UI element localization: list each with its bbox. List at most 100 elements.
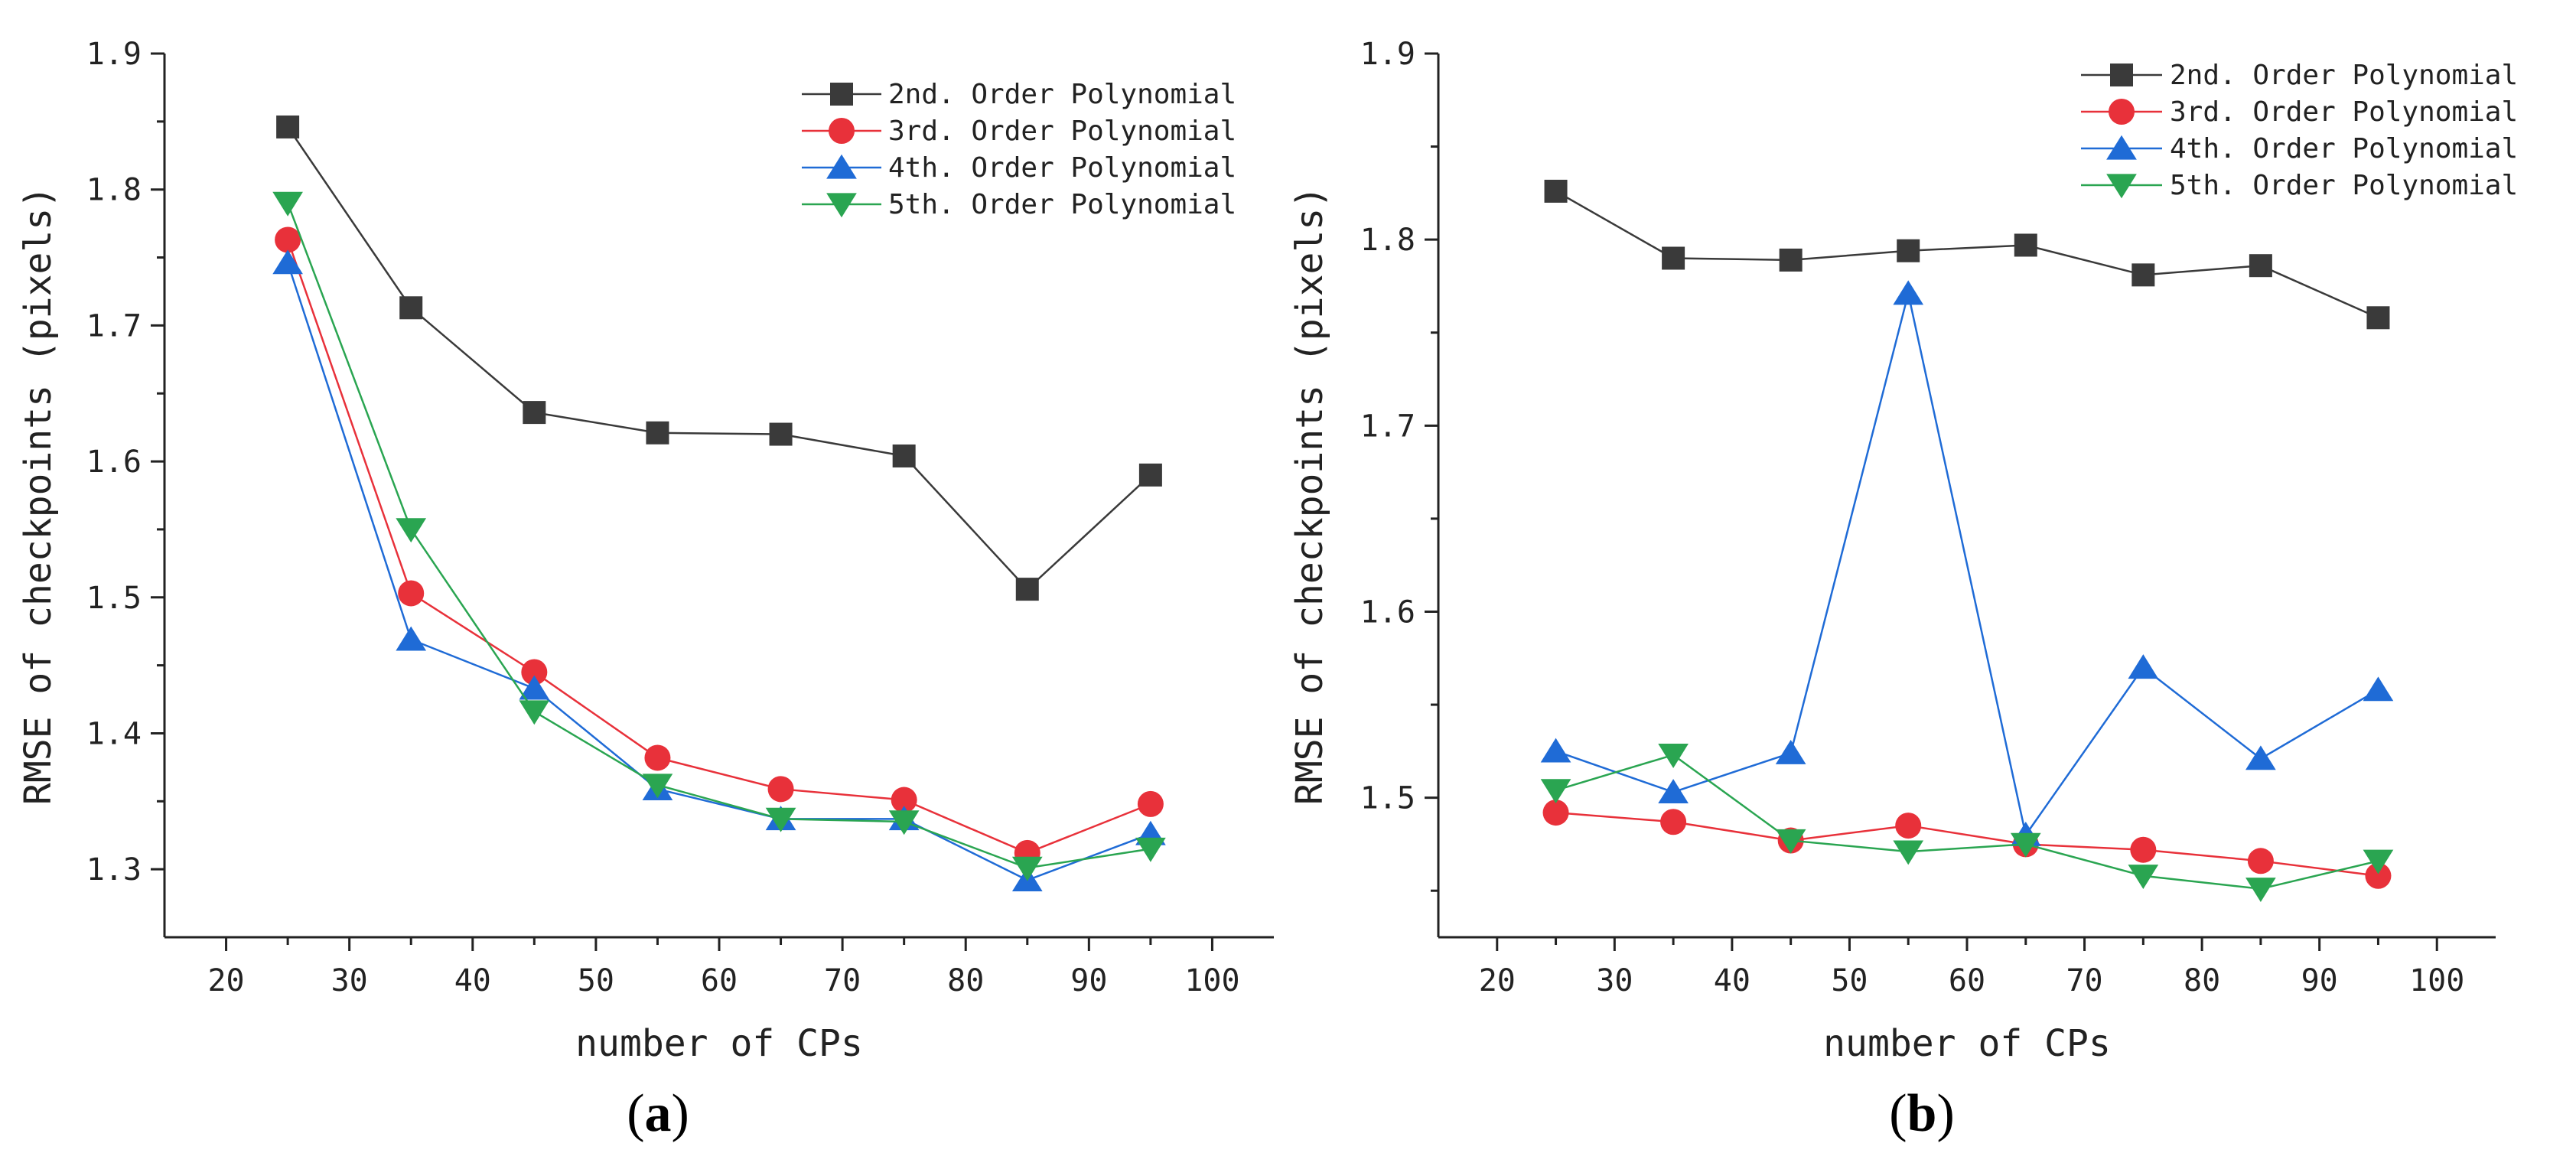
data-point: [2245, 745, 2276, 770]
legend-label: 3rd. Order Polynomial: [2170, 96, 2518, 128]
series-line: [286, 203, 1151, 869]
data-point: [398, 580, 425, 607]
x-tick-label: 80: [2184, 963, 2220, 998]
data-point: [767, 776, 794, 803]
series-line: [287, 126, 1151, 591]
legend-label: 5th. Order Polynomial: [2170, 170, 2518, 201]
x-axis-title: number of CPs: [575, 1022, 863, 1065]
data-point: [769, 422, 793, 446]
panel-label: (b): [1889, 1084, 1955, 1143]
data-point: [396, 518, 427, 543]
data-point: [2014, 233, 2037, 257]
legend-marker: [830, 83, 853, 106]
series-line: [286, 262, 1151, 881]
data-point: [276, 115, 300, 138]
data-point: [519, 700, 550, 725]
data-point: [1779, 248, 1803, 272]
data-point: [2366, 306, 2390, 330]
legend-marker: [829, 118, 855, 144]
series-line: [1555, 811, 2379, 877]
data-point: [892, 444, 916, 467]
data-point: [396, 626, 427, 651]
y-tick-label: 1.5: [1360, 781, 1415, 816]
series-line: [1555, 190, 2379, 319]
chart-panel-b: 20 30 40 50 60 70 80 90 100 1.5 1.6 1.7 1.8 1.9 number…: [1288, 37, 2518, 1143]
legend-label: 2nd. Order Polynomial: [888, 79, 1236, 110]
data-point: [1893, 280, 1924, 305]
x-tick-label: 60: [701, 963, 738, 998]
data-point: [1137, 790, 1164, 817]
legend-label: 4th. Order Polynomial: [888, 152, 1236, 184]
y-tick-label: 1.9: [86, 37, 142, 72]
series-line: [286, 239, 1151, 855]
x-tick-label: 50: [578, 963, 614, 998]
data-point: [1540, 738, 1571, 763]
legend-marker: [826, 193, 857, 218]
data-point: [1895, 813, 1922, 839]
data-point: [1540, 779, 1571, 804]
data-point: [2128, 654, 2159, 679]
legend-label: 3rd. Order Polynomial: [888, 116, 1236, 147]
data-point: [2010, 832, 2041, 858]
data-point: [1658, 779, 1689, 803]
data-point: [2363, 676, 2394, 702]
legend-marker: [826, 154, 857, 179]
data-point: [646, 421, 669, 445]
data-point: [2131, 263, 2155, 287]
data-point: [891, 787, 917, 813]
y-tick-label: 1.9: [1360, 37, 1415, 72]
y-tick-label: 1.7: [86, 308, 142, 344]
data-point: [2249, 254, 2272, 278]
data-point: [272, 191, 303, 217]
data-point: [642, 774, 673, 799]
data-point: [765, 807, 796, 832]
legend-marker: [2106, 135, 2137, 160]
y-tick-label: 1.6: [1360, 594, 1415, 630]
legend-marker: [2109, 99, 2135, 125]
x-tick-label: 80: [947, 963, 984, 998]
legend-label: 4th. Order Polynomial: [2170, 133, 2518, 164]
legend-label: 2nd. Order Polynomial: [2170, 60, 2518, 91]
data-point: [644, 744, 671, 771]
data-point: [2365, 862, 2392, 889]
data-point: [272, 249, 303, 275]
data-point: [1775, 740, 1806, 764]
x-axis-title: number of CPs: [1823, 1022, 2111, 1065]
data-point: [2245, 878, 2276, 903]
legend-label: 5th. Order Polynomial: [888, 189, 1236, 220]
series-line: [1555, 293, 2379, 838]
x-tick-label: 100: [1184, 963, 1239, 998]
series-line: [1555, 754, 2379, 891]
x-tick-label: 50: [1831, 963, 1868, 998]
x-tick-label: 20: [1479, 963, 1516, 998]
data-point: [2130, 836, 2157, 863]
data-point: [1015, 578, 1039, 601]
x-tick-label: 40: [454, 963, 491, 998]
x-tick-label: 70: [2066, 963, 2102, 998]
y-tick-label: 1.4: [86, 716, 142, 751]
y-tick-label: 1.3: [86, 852, 142, 888]
data-point: [1544, 179, 1568, 203]
data-point: [1660, 809, 1687, 835]
chart-panel-a: 20 30 40 50 60 70 80 90 100 1.3 1.4 1.5 1.6 1.7 1.8 1.9…: [17, 37, 1274, 1143]
panel-label: (a): [627, 1084, 689, 1143]
data-point: [1135, 837, 1166, 862]
data-point: [399, 296, 423, 320]
y-axis-title: RMSE of checkpoints (pixels): [1288, 186, 1331, 805]
y-tick-label: 1.8: [86, 173, 142, 208]
data-point: [1542, 800, 1569, 826]
legend-marker: [2106, 174, 2137, 199]
data-point: [1775, 829, 1806, 854]
data-point: [2363, 849, 2394, 874]
y-tick-label: 1.7: [1360, 409, 1415, 444]
data-point: [1011, 856, 1043, 881]
x-tick-label: 90: [2301, 963, 2338, 998]
data-point: [523, 401, 546, 425]
data-point: [2128, 865, 2159, 890]
data-point: [1893, 840, 1924, 865]
data-point: [888, 810, 920, 835]
x-tick-label: 40: [1714, 963, 1750, 998]
data-point: [519, 675, 550, 700]
data-point: [1658, 744, 1689, 768]
